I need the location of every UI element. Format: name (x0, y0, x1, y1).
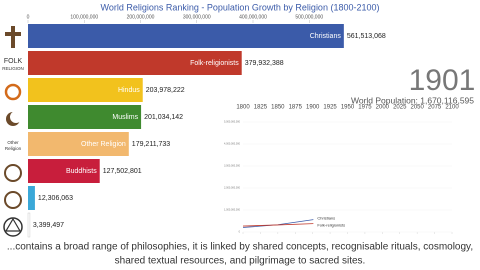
inset-x-tick-label: 1900 (306, 105, 320, 111)
bar-label: Other Religion (81, 141, 126, 148)
x-tick-label: 0 (27, 14, 30, 20)
bar (28, 105, 142, 129)
icon (3, 217, 23, 237)
inset-x-tick-label: 2100 (445, 105, 459, 111)
inset-line-label: Folk-religionists (317, 223, 345, 228)
value-label: 12,306,063 (38, 195, 73, 202)
bar (28, 24, 344, 48)
value-label: 203,978,222 (146, 87, 185, 94)
x-tick-label: 500,000,000 (295, 14, 323, 20)
icon-label: Other (7, 140, 19, 145)
inset-y-tick-label: 2,000,000,000 (224, 187, 241, 190)
bar (28, 51, 242, 75)
om-icon (4, 83, 22, 101)
icon-label: FOLK (4, 58, 23, 65)
inset-x-tick-label: 1800 (236, 105, 250, 111)
bar (28, 159, 100, 183)
bar (28, 132, 129, 156)
icon (4, 217, 22, 232)
value-label: 127,502,801 (103, 168, 142, 175)
bar-label: Folk-religionists (190, 60, 239, 67)
icons: FOLK RELIGION Other Religion (2, 26, 24, 237)
x-tick-label: 100,000,000 (70, 14, 98, 20)
inset-x-tick-label: 2000 (376, 105, 390, 111)
cross-icon (5, 32, 21, 36)
value-label: 379,932,388 (245, 60, 284, 67)
cross-icon (11, 26, 15, 48)
value-label: 3,399,497 (33, 222, 64, 229)
inset-x-tick-label: 2050 (410, 105, 424, 111)
inset-x-tick-label: 1950 (341, 105, 355, 111)
inset-x-tick-label: 1925 (323, 105, 337, 111)
x-tick-label: 200,000,000 (127, 14, 155, 20)
inset-line-label: Christians (317, 216, 335, 221)
bar (27, 212, 31, 238)
inset-x-tick-label: 1825 (254, 105, 268, 111)
inset-x-tick-label: 1875 (289, 105, 303, 111)
x-tick-label: 400,000,000 (239, 14, 267, 20)
bar-label: Buddhists (66, 168, 97, 175)
caption: ...contains a broad range of philosophie… (7, 242, 473, 253)
inset-y-tick-label: 5,000,000,000 (224, 121, 241, 124)
inset-x-tick-label: 1850 (271, 105, 285, 111)
bar-label: Christians (310, 33, 342, 40)
inset-line (242, 219, 314, 228)
chart-title: World Religions Ranking - Population Gro… (101, 2, 380, 12)
caption: shared textual resources, and pilgrimage… (115, 256, 366, 267)
world-population: World Population: 1,670,116,595 (351, 95, 474, 105)
inset-y-tick-label: 3,000,000,000 (224, 165, 241, 168)
bar (28, 186, 35, 210)
wheel-icon (4, 164, 22, 182)
inset-y-tick-label: 1,000,000,000 (224, 209, 241, 212)
icon-label: Religion (5, 146, 22, 151)
crescent-icon (10, 111, 22, 123)
value-label: 561,513,068 (347, 33, 386, 40)
inset-y-tick-label: 0 (239, 231, 241, 234)
inset-line (242, 223, 314, 227)
bar-label: Muslims (112, 114, 138, 121)
year: 1901 (409, 64, 476, 97)
icon-label: RELIGION (2, 66, 24, 71)
inset-x-tick-label: 1975 (358, 105, 372, 111)
bar-label: Hindus (118, 87, 140, 94)
inset-y-tick-label: 4,000,000,000 (224, 143, 241, 146)
value-label: 179,211,733 (132, 141, 171, 148)
x-tick-label: 300,000,000 (183, 14, 211, 20)
value-label: 201,034,142 (144, 114, 183, 121)
bar (28, 78, 143, 102)
icon (4, 191, 22, 209)
inset-x-tick-label: 2025 (393, 105, 407, 111)
inset-x-tick-label: 2075 (428, 105, 442, 111)
